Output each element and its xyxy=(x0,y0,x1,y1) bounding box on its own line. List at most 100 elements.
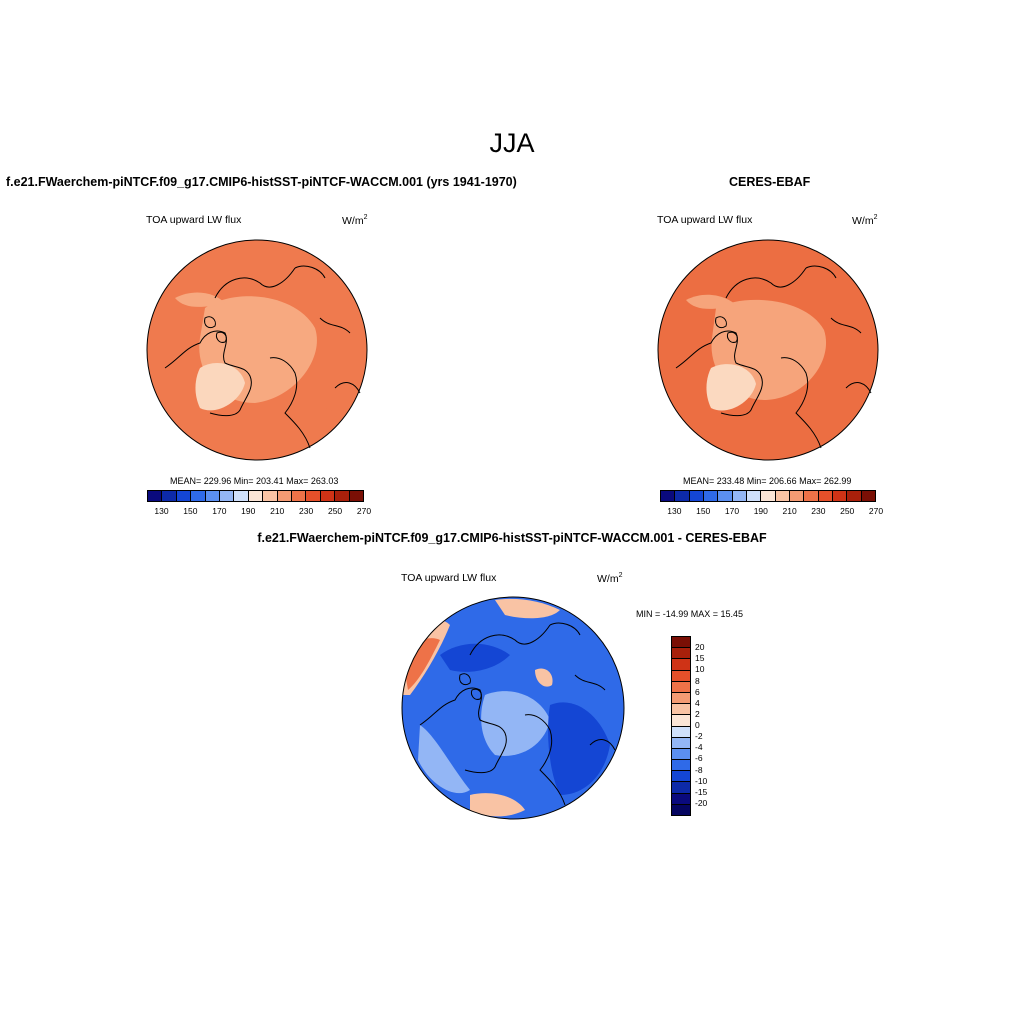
obs-coastlines xyxy=(675,265,872,449)
colorbar-swatch xyxy=(746,491,762,501)
colorbar-tick-label: -6 xyxy=(695,753,703,764)
map-contour-region xyxy=(706,364,756,411)
colorbar-swatch xyxy=(672,681,690,693)
coastline xyxy=(725,265,837,299)
coastline xyxy=(574,674,616,751)
map-contour-region xyxy=(535,668,553,687)
colorbar-swatch xyxy=(672,748,690,761)
colorbar-tick-label: 0 xyxy=(695,720,700,730)
colorbar-swatch xyxy=(672,659,690,671)
model-stats: MEAN= 229.96 Min= 203.41 Max= 263.03 xyxy=(170,476,339,486)
model-coastlines xyxy=(164,265,361,449)
colorbar-tick-label: 190 xyxy=(753,506,768,516)
colorbar-swatch xyxy=(191,491,206,501)
colorbar-tick-label: 250 xyxy=(327,506,343,516)
colorbar-swatch xyxy=(672,637,690,649)
colorbar-swatch xyxy=(832,491,848,501)
coastline xyxy=(319,317,361,394)
coastline xyxy=(524,714,566,806)
colorbar-swatch xyxy=(703,491,719,501)
colorbar-tick-label: 170 xyxy=(212,506,227,516)
map-contour-region xyxy=(440,643,510,672)
colorbar-tick-label: 250 xyxy=(840,506,855,516)
map-contour-region xyxy=(418,725,470,794)
map-contour-region xyxy=(470,793,525,817)
colorbar-swatch xyxy=(732,491,747,501)
colorbar-swatch xyxy=(661,491,676,501)
colorbar-swatch xyxy=(818,491,833,501)
colorbar-tick-label: 8 xyxy=(695,675,700,686)
colorbar-swatch xyxy=(277,491,293,501)
colorbar-tick-label: 15 xyxy=(695,653,705,664)
colorbar-swatch xyxy=(675,491,690,501)
colorbar-swatch xyxy=(689,491,704,501)
colorbar-swatch xyxy=(775,491,790,501)
colorbar-swatch xyxy=(672,648,690,660)
map-contour-region xyxy=(686,294,736,309)
map-contour-region xyxy=(481,691,550,756)
colorbar-swatch xyxy=(672,692,690,705)
coastline xyxy=(214,265,326,299)
colorbar-swatch xyxy=(349,491,364,501)
colorbar-swatch xyxy=(320,491,336,501)
colorbar-swatch xyxy=(672,771,690,783)
colorbar-tick-label: -10 xyxy=(695,775,708,786)
colorbar-swatch xyxy=(672,782,690,794)
colorbar-tick-label: 210 xyxy=(270,506,285,516)
model-variable-label: TOA upward LW flux xyxy=(146,214,242,226)
model-panel-title: f.e21.FWaerchem-piNTCF.f09_g17.CMIP6-his… xyxy=(6,175,517,189)
coastline xyxy=(830,317,872,394)
obs-variable-label: TOA upward LW flux xyxy=(657,214,753,226)
coastline xyxy=(675,330,763,417)
diff-panel-title: f.e21.FWaerchem-piNTCF.f09_g17.CMIP6-his… xyxy=(257,531,767,545)
colorbar-tick-label: 270 xyxy=(356,506,372,516)
coastline xyxy=(164,330,252,417)
colorbar-tick-label: 270 xyxy=(868,506,884,516)
colorbar-tick-label: 210 xyxy=(782,506,797,516)
colorbar-swatch xyxy=(789,491,805,501)
obs-units-label: W/m2 xyxy=(852,214,878,227)
colorbar-tick-label: 6 xyxy=(695,686,700,697)
colorbar-swatch xyxy=(205,491,221,501)
colorbar-tick-label: 150 xyxy=(696,506,711,516)
diff-units-label: W/m2 xyxy=(597,572,623,585)
map-contour-region xyxy=(495,598,560,619)
model-units-label: W/m2 xyxy=(342,214,368,227)
colorbar-swatch xyxy=(718,491,733,501)
diff-coastlines xyxy=(419,622,616,806)
colorbar-tick-label: 130 xyxy=(667,506,682,516)
colorbar-swatch xyxy=(672,670,690,682)
colorbar-tick-label: 230 xyxy=(811,506,826,516)
colorbar-swatch xyxy=(162,491,177,501)
obs-stats: MEAN= 233.48 Min= 206.66 Max= 262.99 xyxy=(683,476,852,486)
colorbar-tick-label: 230 xyxy=(299,506,314,516)
colorbar-tick-label: 150 xyxy=(183,506,198,516)
colorbar-swatch xyxy=(847,491,862,501)
colorbar-tick-label: 4 xyxy=(695,697,700,708)
colorbar-swatch xyxy=(672,726,690,738)
colorbar-tick-label: -4 xyxy=(695,742,703,753)
colorbar-swatch xyxy=(672,715,690,727)
colorbar-tick-label: -8 xyxy=(695,764,703,775)
colorbar-tick-label: -2 xyxy=(695,731,703,742)
colorbar-swatch xyxy=(292,491,307,501)
map-contour-region xyxy=(195,363,245,411)
diff-polar-map xyxy=(401,596,625,820)
colorbar-swatch xyxy=(672,760,690,772)
coastline xyxy=(780,357,822,449)
colorbar-swatch xyxy=(148,491,163,501)
coastline xyxy=(269,357,311,449)
coastline xyxy=(715,316,738,343)
diff-variable-label: TOA upward LW flux xyxy=(401,572,497,584)
map-contour-region xyxy=(175,292,225,307)
coastline xyxy=(459,673,482,700)
colorbar-tick-label: 20 xyxy=(695,642,705,653)
obs-polar-map xyxy=(657,239,879,461)
obs-colorbar: 130 150 170 190 210 230 250 270 xyxy=(660,490,883,520)
colorbar-tick-label: -15 xyxy=(695,786,708,797)
model-colorbar: 130 150 170 190 210 230 250 270 xyxy=(147,490,371,520)
coastline xyxy=(469,622,581,656)
colorbar-swatch xyxy=(672,704,690,716)
colorbar-swatch xyxy=(672,737,690,749)
colorbar-swatch xyxy=(672,804,690,815)
